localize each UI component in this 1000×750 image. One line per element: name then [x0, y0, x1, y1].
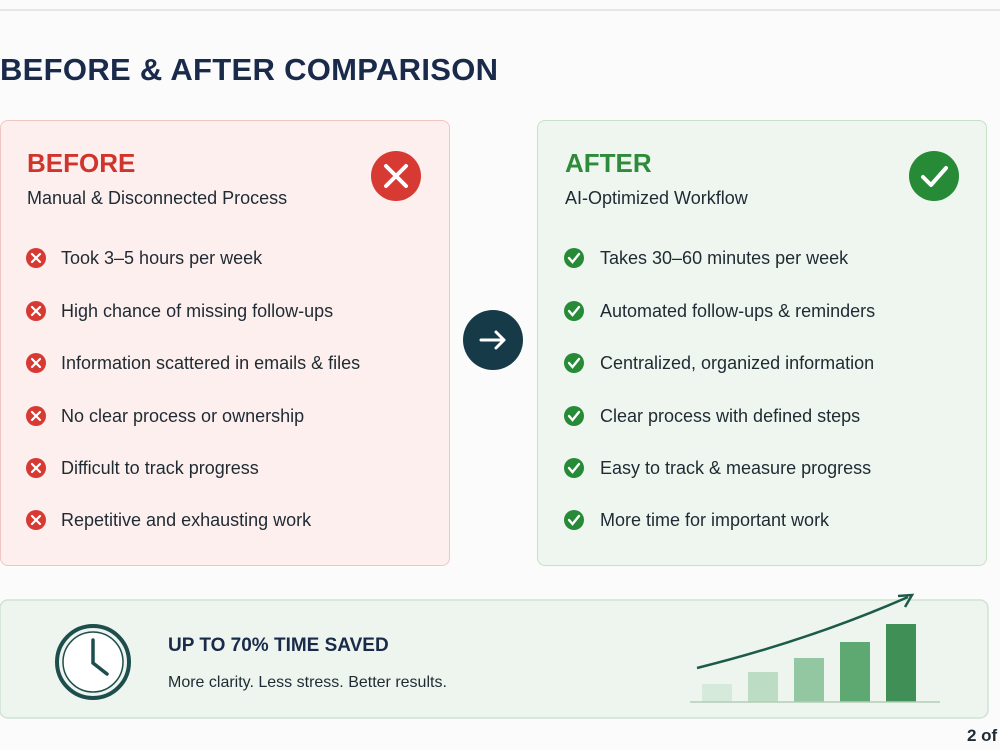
before-item: High chance of missing follow-ups [61, 301, 334, 321]
after-item: Takes 30–60 minutes per week [600, 248, 849, 268]
before-item: Difficult to track progress [61, 458, 259, 478]
growth-graphic [690, 593, 940, 703]
before-item: Took 3–5 hours per week [61, 248, 263, 268]
summary-box [0, 599, 989, 719]
after-item: Automated follow-ups & reminders [600, 301, 876, 321]
before-heading: BEFORE [27, 148, 136, 178]
before-item: Repetitive and exhausting work [61, 510, 312, 530]
after-card [537, 120, 987, 566]
after-heading: AFTER [565, 148, 652, 178]
after-item: Easy to track & measure progress [600, 458, 872, 478]
before-card [0, 120, 450, 566]
top-rule [0, 9, 1000, 11]
before-item: No clear process or ownership [61, 406, 305, 426]
page-title: BEFORE & AFTER COMPARISON [0, 52, 499, 87]
after-item: More time for important work [600, 510, 830, 530]
summary-subtitle: More clarity. Less stress. Better result… [168, 674, 447, 691]
after-item: Centralized, organized information [600, 353, 875, 373]
page-number: 2 of [967, 726, 998, 745]
clock-icon [55, 624, 131, 700]
before-subtitle: Manual & Disconnected Process [27, 188, 288, 208]
arrow-badge [463, 310, 523, 370]
after-subtitle: AI-Optimized Workflow [565, 188, 748, 208]
after-item: Clear process with defined steps [600, 406, 861, 426]
before-item: Information scattered in emails & files [61, 353, 361, 373]
summary-title: UP TO 70% TIME SAVED [168, 635, 389, 656]
